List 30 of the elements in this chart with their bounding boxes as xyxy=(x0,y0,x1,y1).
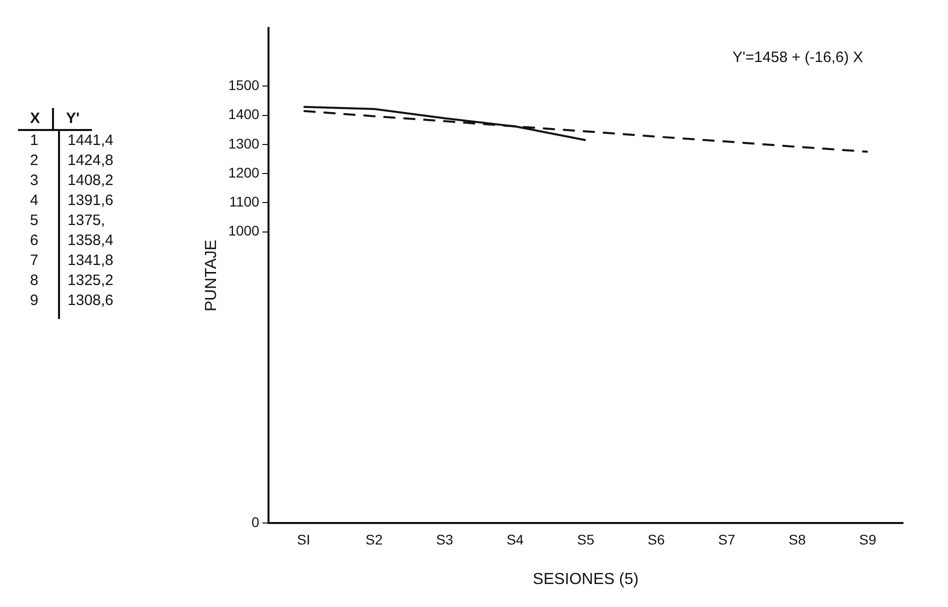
y-axis-title: PUNTAJE xyxy=(203,240,220,312)
y-tick-label: 1400 xyxy=(228,106,260,122)
text: 4 1391,6 xyxy=(30,192,114,209)
text: 8 1325,2 xyxy=(30,272,114,289)
text: X xyxy=(18,108,54,130)
text: Y' xyxy=(53,108,92,130)
text: 6 1358,4 xyxy=(30,232,114,249)
x-tick-label: S5 xyxy=(577,531,594,548)
y-tick-label: 0 xyxy=(252,514,260,530)
annotation: Y'=1458 + (-16,6) X xyxy=(732,48,863,66)
text: 9 1308,6 xyxy=(30,292,114,309)
y-tick-label: 1500 xyxy=(228,77,260,94)
text: 3 1408,2 xyxy=(30,172,114,189)
y-tick-label: 1200 xyxy=(228,164,260,180)
text: 1 1441,4 xyxy=(30,132,114,149)
text: 2 1424,8 xyxy=(30,152,114,169)
x-axis-title: SESIONES (5) xyxy=(532,570,639,588)
y-tick-label: 1300 xyxy=(228,135,260,152)
y-tick-label: 1100 xyxy=(229,194,260,210)
x-tick-label: S7 xyxy=(718,531,736,548)
y-tick-label: 1000 xyxy=(228,222,260,239)
x-tick-label: S9 xyxy=(859,531,877,548)
text: 7 1341,8 xyxy=(30,252,114,269)
text: 5 1375, xyxy=(30,212,106,229)
x-tick-label: S3 xyxy=(436,531,454,548)
x-tick-label: S2 xyxy=(366,531,383,548)
x-tick-label: S4 xyxy=(506,531,524,548)
x-tick-label: SI xyxy=(296,531,310,548)
x-tick-label: S8 xyxy=(788,531,806,548)
x-tick-label: S6 xyxy=(648,531,665,548)
